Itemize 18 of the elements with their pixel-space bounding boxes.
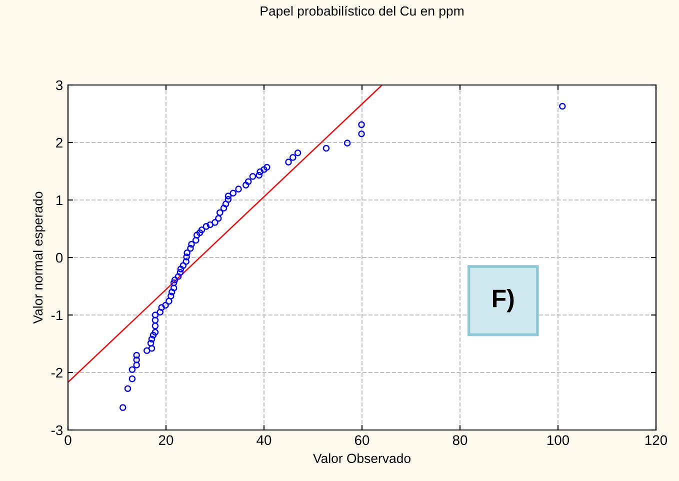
y-tick-label: 3 (56, 80, 63, 90)
y-tick-label: -2 (51, 368, 62, 378)
chart-title: Papel probabilístico del Cu en ppm (260, 6, 464, 18)
y-tick-label: 0 (56, 252, 63, 263)
y-tick-label: -3 (51, 425, 63, 436)
x-tick-label: 60 (354, 435, 370, 446)
x-tick-label: 80 (452, 435, 468, 446)
x-tick-label: 100 (547, 435, 570, 446)
y-axis-title: Valor normal esperado (32, 192, 46, 324)
x-axis-title: Valor Observado (313, 453, 410, 464)
x-tick-label: 20 (158, 435, 174, 446)
x-tick-label: 40 (256, 435, 272, 446)
y-tick-label: 1 (56, 195, 62, 206)
y-tick-label: 2 (56, 138, 62, 148)
x-tick-label: 0 (64, 435, 72, 446)
annotation: F) (492, 288, 514, 312)
y-tick-label: -1 (51, 310, 62, 320)
x-tick-label: 120 (645, 435, 668, 446)
